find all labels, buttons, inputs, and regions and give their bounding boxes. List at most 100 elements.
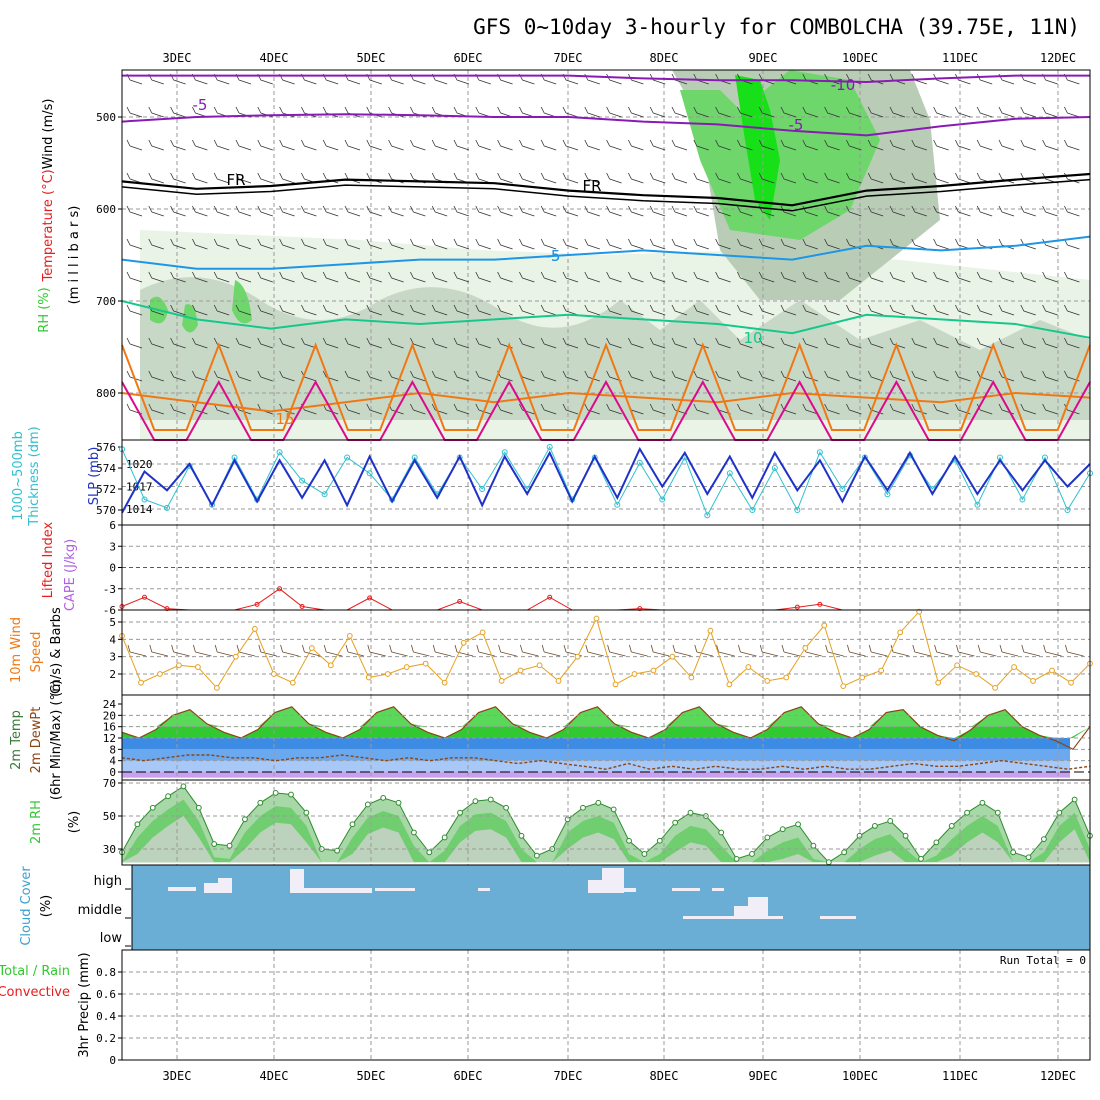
label-part: RH (%) bbox=[37, 287, 52, 332]
wind-barb bbox=[562, 106, 579, 118]
wind-barb bbox=[846, 205, 862, 217]
label-part: 2m Temp bbox=[9, 710, 24, 770]
wind-barb bbox=[344, 337, 361, 349]
wind-barb bbox=[889, 271, 906, 283]
wind-speed-point bbox=[138, 679, 144, 686]
wind-barb bbox=[780, 139, 797, 151]
wind-speed-point bbox=[422, 660, 429, 667]
label-part: (%) bbox=[67, 811, 82, 834]
wind-barb bbox=[257, 337, 273, 349]
wind-barb bbox=[715, 370, 731, 382]
temp-band bbox=[122, 749, 1070, 761]
label-part: 2m DewPt bbox=[29, 707, 44, 774]
wind-barb bbox=[824, 370, 840, 382]
wind-barb bbox=[606, 271, 622, 283]
wind-barb bbox=[693, 304, 709, 316]
y-tick-label: 576 bbox=[96, 441, 116, 454]
wind-barb bbox=[279, 139, 295, 151]
rh-point bbox=[211, 841, 218, 847]
wind-barb bbox=[715, 172, 731, 184]
wind-barb bbox=[192, 238, 208, 250]
wind-barb bbox=[867, 337, 884, 349]
wind-barb bbox=[693, 238, 709, 250]
wind-barb bbox=[976, 205, 993, 217]
rh-point bbox=[426, 849, 433, 856]
wind-barb bbox=[998, 403, 1015, 415]
wind-barb bbox=[475, 205, 491, 217]
wind-barb bbox=[410, 271, 426, 283]
contour-label: FR bbox=[226, 171, 245, 189]
wind-barb bbox=[867, 271, 884, 283]
y-tick-label: 0 bbox=[109, 766, 116, 779]
rh-point bbox=[779, 826, 786, 833]
wind-barb bbox=[213, 205, 230, 217]
surface-wind-barb bbox=[345, 644, 365, 657]
rotated-label: Temperature (°C)Wind (m/s) bbox=[41, 99, 56, 283]
wind-barb bbox=[192, 304, 208, 316]
wind-barb bbox=[540, 304, 557, 316]
rh-point bbox=[733, 856, 740, 862]
wind-speed-point bbox=[802, 645, 809, 651]
top-date-label: 12DEC bbox=[1040, 51, 1076, 65]
wind-barb bbox=[170, 337, 186, 349]
rh-point bbox=[303, 809, 310, 816]
wind-barb bbox=[715, 337, 731, 349]
wind-barb bbox=[758, 172, 775, 184]
cloud-tick-label: high bbox=[94, 874, 122, 889]
wind-barb bbox=[453, 304, 470, 316]
wind-speed-point bbox=[992, 684, 998, 691]
y-tick-label: 700 bbox=[96, 295, 116, 308]
contour-label: -5 bbox=[789, 116, 804, 134]
surface-wind-barb bbox=[476, 644, 495, 657]
wind-barb bbox=[1064, 271, 1080, 283]
lifted-index-point bbox=[164, 606, 170, 612]
rh-point bbox=[226, 842, 233, 849]
top-date-label: 9DEC bbox=[749, 51, 778, 65]
wind-barb bbox=[126, 304, 143, 316]
wind-barb bbox=[1064, 139, 1080, 151]
rh-point bbox=[242, 816, 248, 823]
wind-barb bbox=[388, 271, 404, 283]
wind-barb bbox=[388, 337, 404, 349]
bottom-date-label: 9DEC bbox=[749, 1069, 778, 1083]
wind-barb bbox=[584, 139, 600, 151]
rotated-label: 1000~500mb bbox=[11, 431, 26, 521]
surface-wind-barb bbox=[1021, 644, 1040, 657]
wind-barb bbox=[235, 172, 252, 184]
wind-barb bbox=[911, 172, 927, 184]
lifted-index-point bbox=[817, 601, 823, 607]
wind-barb bbox=[453, 139, 470, 151]
wind-speed-point bbox=[176, 662, 182, 669]
rh-point bbox=[441, 834, 448, 841]
wind-barb bbox=[213, 304, 230, 316]
thickness-point bbox=[1019, 496, 1026, 503]
wind-barb bbox=[606, 172, 622, 184]
wind-barb bbox=[301, 304, 317, 316]
surface-wind-barb bbox=[759, 644, 779, 657]
wind-barb bbox=[780, 172, 797, 184]
lifted-index-point bbox=[367, 595, 373, 601]
wind-barb bbox=[606, 106, 622, 118]
surface-wind-barb bbox=[1065, 644, 1084, 657]
cloud-block bbox=[683, 916, 783, 919]
wind-barb bbox=[1042, 337, 1058, 349]
rotated-label: CAPE (J/kg) bbox=[63, 539, 78, 611]
rh-point bbox=[580, 804, 586, 811]
wind-barb bbox=[693, 172, 709, 184]
wind-barb bbox=[126, 370, 143, 382]
surface-wind-barb bbox=[214, 644, 234, 657]
rh-point bbox=[1010, 849, 1017, 856]
wind-barb bbox=[911, 370, 927, 382]
wind-barb bbox=[388, 238, 404, 250]
rh-point bbox=[810, 842, 817, 849]
surface-wind-barb bbox=[607, 644, 626, 657]
wind-barb bbox=[867, 403, 884, 415]
rh-point bbox=[979, 799, 986, 806]
top-date-label: 6DEC bbox=[454, 51, 483, 65]
thickness-point bbox=[479, 486, 486, 492]
wind-barb bbox=[846, 172, 862, 184]
panel-frame bbox=[121, 949, 1091, 1061]
wind-barb bbox=[693, 271, 709, 283]
wind-barb bbox=[1020, 403, 1036, 415]
